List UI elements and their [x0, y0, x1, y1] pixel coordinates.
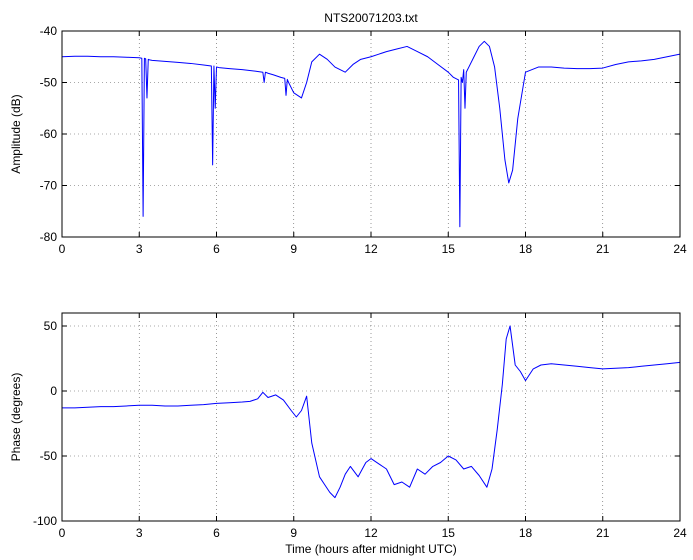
- x-tick-label: 6: [213, 526, 220, 540]
- x-tick-label: 21: [596, 526, 610, 540]
- y-tick-label: -40: [40, 24, 58, 38]
- x-tick-label: 9: [290, 526, 297, 540]
- x-tick-label: 0: [59, 526, 66, 540]
- y-tick-label: -80: [40, 230, 58, 244]
- x-tick-label: 21: [596, 242, 610, 256]
- x-tick-label: 18: [519, 242, 533, 256]
- x-tick-label: 24: [673, 526, 687, 540]
- x-tick-label: 9: [290, 242, 297, 256]
- phase-panel: 0 3 6 9 12 15 18 21 24 -100 -50 0 50 Time (hours afte…: [9, 312, 687, 556]
- x-axis-label: Time (hours after midnight UTC): [285, 542, 457, 556]
- x-tick-label: 24: [673, 242, 687, 256]
- series-line: [61, 40, 681, 228]
- x-tick-label: 18: [519, 526, 533, 540]
- y-tick-label: -100: [33, 514, 57, 528]
- amplitude-panel: 0 3 6 9 12 15 18 21 24 -80 -70 -60 -50 -40 NTS20071203…: [9, 11, 687, 256]
- y-tick-label: -50: [40, 76, 58, 90]
- y-axis-label: Phase (degrees): [9, 373, 23, 462]
- x-tick-label: 3: [136, 242, 143, 256]
- x-tick-label: 12: [364, 242, 378, 256]
- y-tick-label: -60: [40, 127, 58, 141]
- series-line: [62, 325, 681, 499]
- x-tick-label: 0: [59, 242, 66, 256]
- x-tick-label: 15: [442, 242, 456, 256]
- x-tick-label: 3: [136, 526, 143, 540]
- y-tick-label: 0: [50, 384, 57, 398]
- x-tick-label: 12: [364, 526, 378, 540]
- y-tick-label: -50: [40, 449, 58, 463]
- x-tick-label: 6: [213, 242, 220, 256]
- x-tick-label: 15: [442, 526, 456, 540]
- y-axis-label: Amplitude (dB): [9, 94, 23, 173]
- y-tick-label: 50: [44, 319, 58, 333]
- y-tick-label: -70: [40, 179, 58, 193]
- chart-title: NTS20071203.txt: [324, 11, 418, 25]
